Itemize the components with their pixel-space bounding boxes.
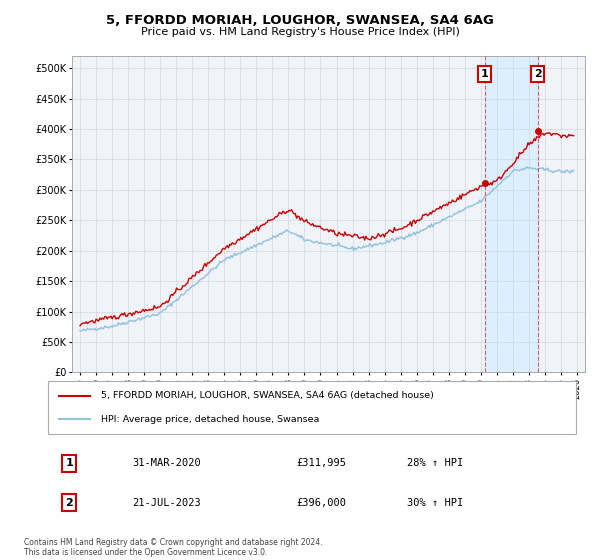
Text: Price paid vs. HM Land Registry's House Price Index (HPI): Price paid vs. HM Land Registry's House … (140, 27, 460, 37)
Bar (485, 56, 538, 372)
Text: 2: 2 (65, 498, 73, 507)
Text: Contains HM Land Registry data © Crown copyright and database right 2024.
This d: Contains HM Land Registry data © Crown c… (24, 538, 323, 557)
Text: 28% ↑ HPI: 28% ↑ HPI (407, 459, 463, 468)
Text: HPI: Average price, detached house, Swansea: HPI: Average price, detached house, Swan… (101, 414, 319, 423)
Text: 30% ↑ HPI: 30% ↑ HPI (407, 498, 463, 507)
Text: 21-JUL-2023: 21-JUL-2023 (133, 498, 201, 507)
Text: 2: 2 (534, 69, 542, 80)
Text: £311,995: £311,995 (296, 459, 346, 468)
Text: 5, FFORDD MORIAH, LOUGHOR, SWANSEA, SA4 6AG: 5, FFORDD MORIAH, LOUGHOR, SWANSEA, SA4 … (106, 14, 494, 27)
Text: 5, FFORDD MORIAH, LOUGHOR, SWANSEA, SA4 6AG (detached house): 5, FFORDD MORIAH, LOUGHOR, SWANSEA, SA4 … (101, 391, 434, 400)
Text: 1: 1 (65, 459, 73, 468)
Text: 1: 1 (481, 69, 488, 80)
Text: £396,000: £396,000 (296, 498, 346, 507)
Text: 31-MAR-2020: 31-MAR-2020 (133, 459, 201, 468)
FancyBboxPatch shape (48, 381, 576, 434)
